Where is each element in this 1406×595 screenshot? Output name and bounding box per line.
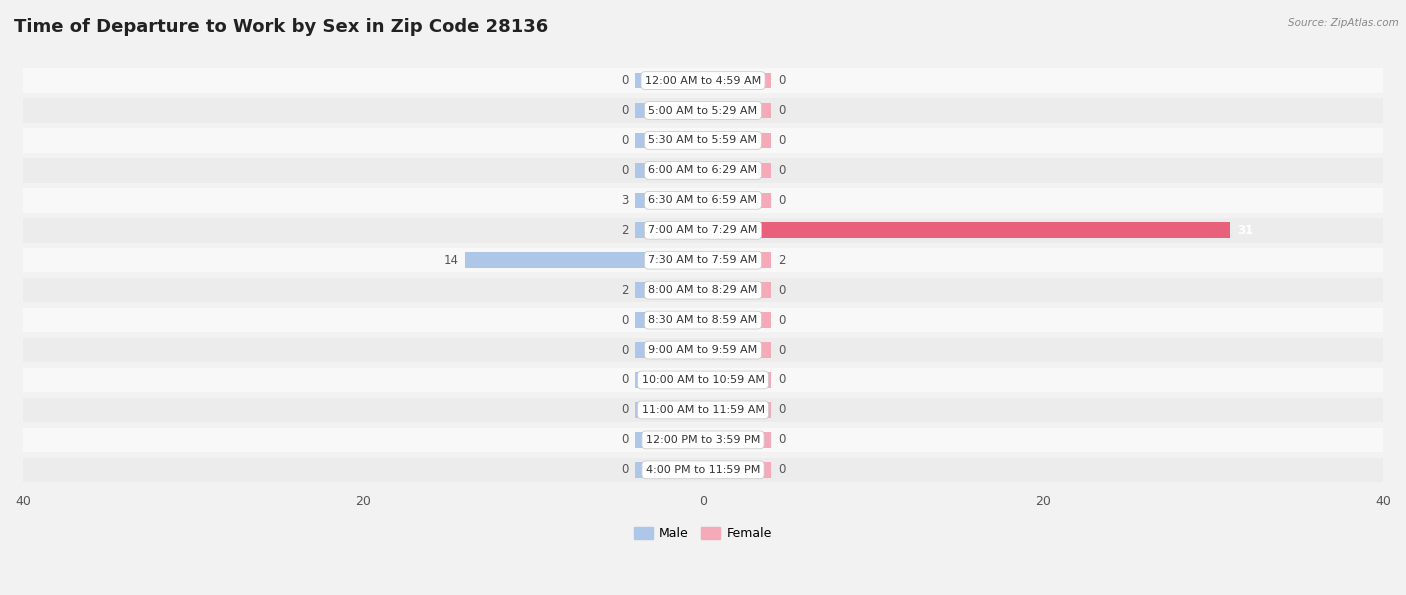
Bar [22,428,1384,452]
Bar [703,342,770,358]
Bar [22,218,1384,243]
Text: 0: 0 [621,464,628,477]
Bar [22,68,1384,93]
Text: 0: 0 [778,464,785,477]
Bar [703,223,1230,238]
Text: 0: 0 [621,433,628,446]
Text: 2: 2 [778,253,786,267]
Text: 0: 0 [778,164,785,177]
Bar [636,223,703,238]
Text: 8:30 AM to 8:59 AM: 8:30 AM to 8:59 AM [648,315,758,325]
Text: 14: 14 [443,253,458,267]
Bar [22,278,1384,302]
Bar [22,248,1384,273]
Bar [636,342,703,358]
Text: 0: 0 [621,164,628,177]
Text: 0: 0 [778,134,785,147]
Text: 0: 0 [778,104,785,117]
Text: 2: 2 [620,284,628,297]
Text: 6:00 AM to 6:29 AM: 6:00 AM to 6:29 AM [648,165,758,176]
Text: 7:30 AM to 7:59 AM: 7:30 AM to 7:59 AM [648,255,758,265]
Text: 0: 0 [621,403,628,416]
Text: 3: 3 [621,194,628,207]
Bar [636,432,703,447]
Text: 6:30 AM to 6:59 AM: 6:30 AM to 6:59 AM [648,195,758,205]
Text: 11:00 AM to 11:59 AM: 11:00 AM to 11:59 AM [641,405,765,415]
Text: 2: 2 [620,224,628,237]
Bar [636,283,703,298]
Text: 0: 0 [778,314,785,327]
Text: 0: 0 [621,314,628,327]
Text: 0: 0 [778,433,785,446]
Legend: Male, Female: Male, Female [630,522,776,545]
Text: 8:00 AM to 8:29 AM: 8:00 AM to 8:29 AM [648,285,758,295]
Bar [703,73,770,88]
Text: 10:00 AM to 10:59 AM: 10:00 AM to 10:59 AM [641,375,765,385]
Bar [703,462,770,478]
Bar [636,402,703,418]
Bar [636,103,703,118]
Bar [22,158,1384,183]
Bar [22,368,1384,392]
Bar [703,252,770,268]
Bar [703,312,770,328]
Bar [703,283,770,298]
Bar [636,73,703,88]
Bar [703,103,770,118]
Text: Time of Departure to Work by Sex in Zip Code 28136: Time of Departure to Work by Sex in Zip … [14,18,548,36]
Bar [703,432,770,447]
Bar [22,338,1384,362]
Bar [703,372,770,388]
Text: 0: 0 [621,104,628,117]
Text: 5:30 AM to 5:59 AM: 5:30 AM to 5:59 AM [648,136,758,145]
Bar [22,188,1384,212]
Text: 4:00 PM to 11:59 PM: 4:00 PM to 11:59 PM [645,465,761,475]
Bar [636,372,703,388]
Text: 12:00 PM to 3:59 PM: 12:00 PM to 3:59 PM [645,435,761,445]
Bar [465,252,703,268]
Text: 0: 0 [778,194,785,207]
Bar [22,98,1384,123]
Text: 0: 0 [778,374,785,387]
Text: 0: 0 [778,343,785,356]
Bar [636,162,703,178]
Text: 0: 0 [621,343,628,356]
Bar [636,193,703,208]
Text: 5:00 AM to 5:29 AM: 5:00 AM to 5:29 AM [648,105,758,115]
Bar [703,402,770,418]
Text: Source: ZipAtlas.com: Source: ZipAtlas.com [1288,18,1399,28]
Text: 7:00 AM to 7:29 AM: 7:00 AM to 7:29 AM [648,226,758,235]
Text: 0: 0 [778,403,785,416]
Bar [636,462,703,478]
Bar [636,133,703,148]
Bar [703,193,770,208]
Text: 0: 0 [621,74,628,87]
Bar [22,128,1384,153]
Text: 0: 0 [621,134,628,147]
Text: 0: 0 [778,74,785,87]
Bar [22,397,1384,422]
Text: 9:00 AM to 9:59 AM: 9:00 AM to 9:59 AM [648,345,758,355]
Bar [636,312,703,328]
Bar [703,133,770,148]
Text: 0: 0 [778,284,785,297]
Bar [22,308,1384,333]
Text: 0: 0 [621,374,628,387]
Text: 12:00 AM to 4:59 AM: 12:00 AM to 4:59 AM [645,76,761,86]
Bar [703,162,770,178]
Text: 31: 31 [1237,224,1253,237]
Bar [22,458,1384,482]
